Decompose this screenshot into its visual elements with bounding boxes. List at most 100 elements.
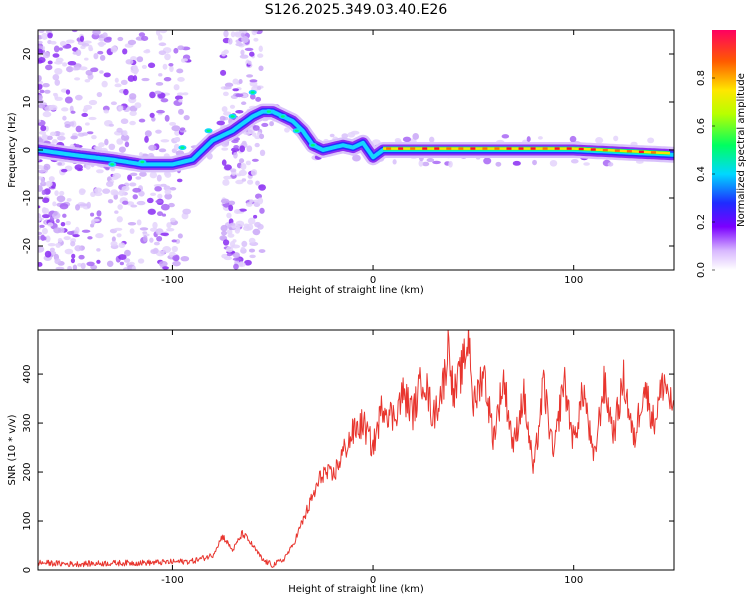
spectrogram-noise-cell [147, 62, 156, 68]
spectrogram-noise-cell [223, 86, 232, 90]
spectrogram-noise-cell [38, 30, 45, 34]
spectrogram-noise-cell [247, 60, 252, 65]
spectrogram-noise-cell [114, 83, 122, 88]
snr-frame [37, 329, 675, 571]
spectrogram-noise-cell [93, 146, 100, 150]
spectrogram-noise-cell [90, 212, 95, 217]
spectrogram-noise-cell [64, 96, 73, 104]
spectrogram-noise-cell [240, 246, 246, 251]
spectrogram-noise-cell [41, 189, 46, 196]
spectrogram-noise-cell [44, 250, 52, 258]
spectrogram-noise-cell [170, 217, 176, 223]
spectrogram-noise-cell [102, 188, 111, 194]
spectrogram-noise-cell [86, 131, 94, 135]
spectrogram-noise-cell [141, 77, 150, 82]
spectrogram-noise-cell [38, 75, 42, 82]
snr-y-tick-label: 0 [22, 567, 33, 573]
spectrogram-noise-cell [120, 134, 130, 141]
spectrogram-noise-cell [549, 159, 558, 167]
spectrogram-noise-cell [38, 169, 46, 173]
spectrogram-noise-cell [227, 233, 235, 238]
spectrogram-noise-cell [176, 68, 184, 74]
spectrogram-noise-cell [512, 160, 521, 166]
spectrogram-noise-cell [418, 160, 424, 167]
spectrogram-noise-cell [231, 147, 240, 152]
spectrogram-noise-cell [153, 247, 159, 254]
snr-y-tick-label: 200 [22, 462, 33, 481]
spectrogram-noise-cell [38, 83, 43, 90]
spectrogram-noise-cell [99, 70, 104, 74]
spectrogram-noise-cell [118, 254, 127, 260]
spectrogram-noise-cell [238, 79, 243, 85]
spectrogram-noise-cell [63, 236, 71, 241]
spectrogram-noise-cell [38, 261, 43, 267]
spectrogram-noise-cell [38, 48, 44, 55]
colorbar-ticks: 0.0 0.2 0.4 0.6 0.8 [696, 70, 715, 278]
colorbar: 0.0 0.2 0.4 0.6 0.8 Normalized spectral ampl… [696, 30, 747, 278]
spectrogram-noise-cell [219, 235, 228, 241]
spectrogram-noise-cell [70, 258, 75, 264]
spectrogram-noise-cell [244, 47, 254, 51]
spectrogram-noise-cell [155, 81, 164, 86]
spectrogram-noise-cell [59, 203, 69, 210]
spectrogram-noise-cell [235, 42, 244, 47]
spectrogram-y-tick-label: 20 [22, 48, 33, 61]
spectrogram-noise-cell [182, 58, 188, 62]
spectrogram-noise-cell [347, 131, 356, 138]
spectrogram-noise-cell [57, 162, 62, 166]
spectrogram-noise-cell [250, 169, 258, 176]
spectrogram-noise-cell [177, 45, 185, 51]
spectrogram-noise-cell [238, 158, 245, 164]
spectrogram-noise-cell [74, 77, 81, 81]
spectrogram-noise-cell [235, 179, 244, 185]
spectrogram-noise-cell [120, 118, 129, 125]
spectrogram-noise-cell [532, 159, 537, 166]
spectrogram-noise-cell [168, 62, 174, 67]
spectrogram-noise-cell [129, 172, 138, 177]
spectrogram-noise-cell [74, 66, 81, 71]
spectrogram-noise-cell [144, 135, 149, 143]
spectrogram-x-tick-label: -100 [161, 275, 184, 286]
spectrogram-ridge-peak [530, 147, 536, 150]
spectrogram-noise-cell [238, 208, 247, 212]
spectrogram-noise-cell [153, 241, 160, 246]
spectrogram-noise-cell [45, 64, 53, 71]
spectrogram-noise-cell [162, 266, 169, 270]
spectrogram-noise-cell [38, 165, 44, 170]
spectrogram-noise-cell [42, 111, 52, 118]
spectrogram-noise-cell [448, 160, 453, 168]
spectrogram-noise-cell [156, 109, 165, 114]
spectrogram-noise-cell [173, 84, 180, 91]
spectrogram-noise-cell [129, 110, 137, 117]
spectrogram-noise-cell [429, 136, 435, 143]
spectrogram-noise-cell [483, 157, 492, 165]
spectrogram-noise-cell [122, 130, 128, 137]
spectrogram-noise-cell [75, 49, 82, 57]
spectrogram-ridge-peak [470, 147, 476, 150]
spectrogram-noise-cell [47, 60, 53, 65]
spectrogram-noise-cell [239, 54, 249, 59]
spectrogram-noise-cell [38, 231, 43, 236]
spectrogram-noise-cell [52, 92, 58, 97]
spectrogram-noise-cell [75, 204, 81, 211]
snr-x-label: Height of straight line (km) [288, 584, 424, 595]
spectrogram-noise-cell [81, 112, 89, 117]
spectrogram-noise-cell [249, 254, 256, 259]
spectrogram-noise-cell [42, 207, 50, 215]
spectrogram-noise-cell [67, 265, 73, 270]
spectrogram-noise-cell [352, 154, 361, 162]
spectrogram-noise-cell [38, 130, 47, 135]
spectrogram-noise-cell [107, 199, 114, 204]
spectrogram-noise-cell [117, 204, 123, 210]
spectrogram-noise-cell [173, 143, 180, 151]
spectrogram-noise-cell [171, 245, 178, 253]
spectrogram-noise-cell [231, 244, 241, 249]
spectrogram-noise-cell [54, 79, 61, 86]
spectrogram-noise-cell [127, 75, 135, 82]
spectrogram-noise-cell [252, 30, 259, 33]
spectrogram-noise-cell [136, 56, 144, 63]
spectrogram-noise-cell [241, 36, 249, 44]
spectrogram-ridge-peak [614, 149, 620, 152]
spectrogram-noise-cell [75, 94, 83, 101]
